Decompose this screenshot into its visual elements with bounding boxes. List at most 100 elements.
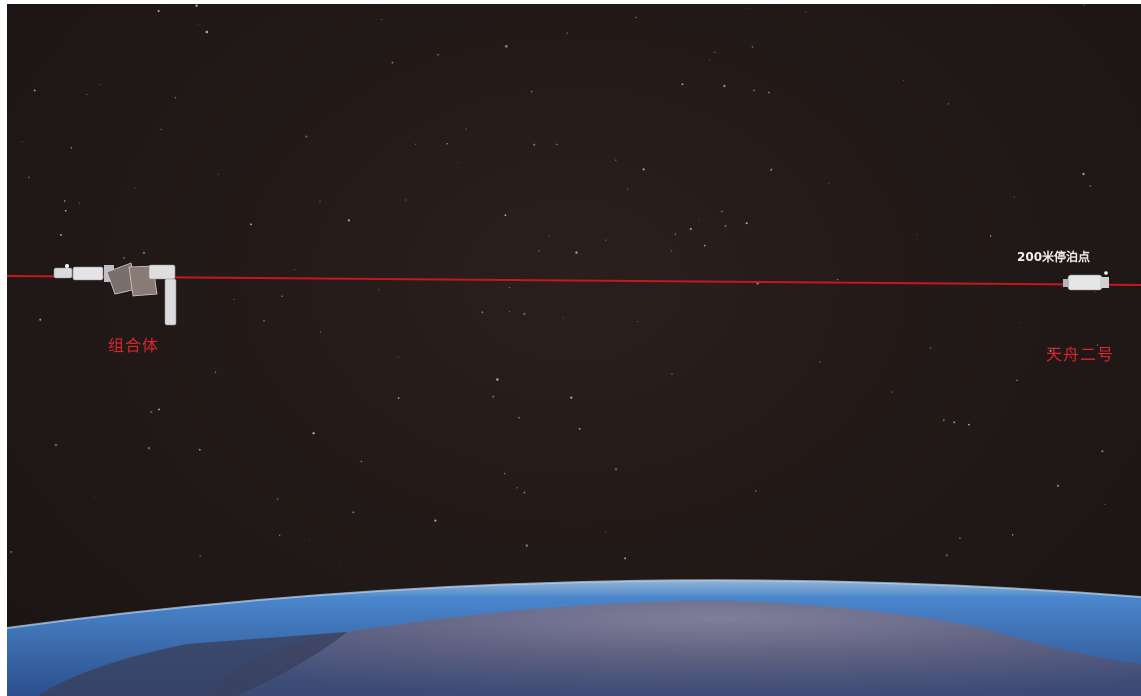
star (381, 18, 383, 20)
star (698, 218, 700, 220)
star (276, 498, 279, 500)
earth-landmass (207, 600, 1141, 696)
orbit-diagram (7, 262, 1141, 326)
star (1089, 185, 1091, 187)
star (64, 209, 67, 212)
star (79, 202, 81, 204)
star (27, 176, 30, 179)
star (465, 128, 467, 130)
star (492, 395, 495, 398)
star (902, 79, 905, 82)
star (360, 460, 363, 463)
star (637, 321, 639, 323)
star (505, 45, 508, 48)
star (160, 128, 163, 131)
star (703, 244, 706, 247)
star (538, 250, 540, 252)
star (86, 93, 88, 95)
star (635, 16, 637, 19)
star (397, 397, 400, 399)
star (968, 423, 970, 426)
star (828, 182, 830, 184)
star (670, 250, 672, 252)
star (548, 235, 550, 237)
star (198, 448, 201, 451)
star (947, 103, 950, 105)
star (671, 373, 673, 375)
star (768, 91, 770, 94)
starfield (7, 4, 1106, 564)
star (770, 168, 773, 171)
star (352, 511, 355, 514)
cargo-spacecraft-icon (1063, 271, 1109, 291)
star (681, 83, 684, 86)
star (605, 239, 607, 241)
star (805, 11, 807, 13)
star (340, 562, 342, 564)
star (378, 289, 380, 291)
star (518, 417, 520, 419)
star (214, 371, 217, 373)
parking-point-label: 200米停泊点 (1017, 250, 1091, 264)
star (748, 7, 750, 9)
star (446, 143, 448, 145)
star (562, 317, 564, 319)
star (281, 295, 284, 298)
star (575, 251, 578, 254)
star (134, 187, 136, 189)
star (437, 53, 439, 56)
star (199, 555, 201, 557)
star (523, 312, 526, 316)
star (942, 419, 945, 422)
star (397, 356, 399, 358)
star (836, 278, 839, 281)
star (1094, 291, 1096, 293)
space-background: 组合体 200米停泊点 天舟二号 (7, 4, 1141, 696)
star (1049, 349, 1052, 352)
star (504, 214, 507, 217)
star (174, 97, 177, 99)
star (945, 554, 948, 557)
star (434, 519, 437, 522)
star (1082, 172, 1085, 176)
star (21, 140, 23, 142)
star (496, 378, 499, 381)
star (481, 311, 484, 314)
star (147, 446, 151, 450)
star (523, 491, 526, 494)
star (1013, 196, 1015, 198)
star (294, 269, 295, 270)
star (723, 84, 726, 88)
star (891, 391, 893, 393)
star (642, 168, 645, 171)
star (605, 531, 607, 533)
star (205, 30, 209, 34)
star (953, 421, 956, 424)
star (263, 319, 266, 322)
star (959, 537, 961, 539)
star (157, 10, 160, 13)
star (309, 539, 310, 541)
star (516, 487, 518, 489)
orbit-line (7, 275, 1141, 286)
space-station-combination-icon (53, 262, 177, 326)
star (674, 233, 677, 235)
star (1096, 344, 1099, 346)
star (556, 143, 558, 146)
combination-label: 组合体 (108, 336, 160, 355)
earth-limb-glow (7, 579, 1141, 629)
star (279, 534, 281, 536)
earth-horizon (7, 579, 1141, 696)
star (59, 233, 63, 236)
star (54, 443, 58, 447)
star (405, 199, 407, 201)
star (916, 234, 918, 236)
star (99, 84, 101, 86)
star (64, 200, 66, 202)
star (566, 32, 568, 34)
star (530, 90, 533, 93)
star (70, 146, 73, 149)
star (233, 298, 235, 301)
earth-dark-region (37, 632, 347, 696)
star (753, 89, 756, 92)
